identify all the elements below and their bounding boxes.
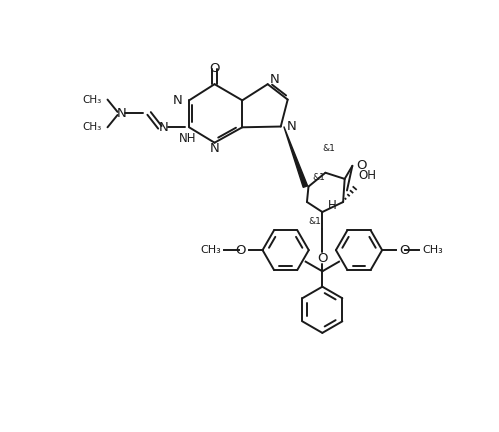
Text: CH₃: CH₃ xyxy=(83,95,102,105)
Text: CH₃: CH₃ xyxy=(422,245,443,255)
Text: NH: NH xyxy=(179,132,196,145)
Text: N: N xyxy=(173,94,183,107)
Text: &1: &1 xyxy=(323,144,336,153)
Text: &1: &1 xyxy=(308,217,321,226)
Text: N: N xyxy=(210,143,220,156)
Text: O: O xyxy=(235,244,246,257)
Text: CH₃: CH₃ xyxy=(83,122,102,132)
Polygon shape xyxy=(284,127,307,187)
Text: O: O xyxy=(317,252,327,265)
Text: H: H xyxy=(328,199,337,213)
Text: N: N xyxy=(287,120,297,133)
Text: &1: &1 xyxy=(312,173,325,182)
Text: O: O xyxy=(399,244,410,257)
Text: CH₃: CH₃ xyxy=(200,245,221,255)
Text: N: N xyxy=(159,121,169,134)
Text: O: O xyxy=(356,159,367,172)
Text: O: O xyxy=(209,62,220,75)
Text: N: N xyxy=(270,73,280,86)
Text: N: N xyxy=(116,107,126,120)
Text: OH: OH xyxy=(359,168,377,181)
